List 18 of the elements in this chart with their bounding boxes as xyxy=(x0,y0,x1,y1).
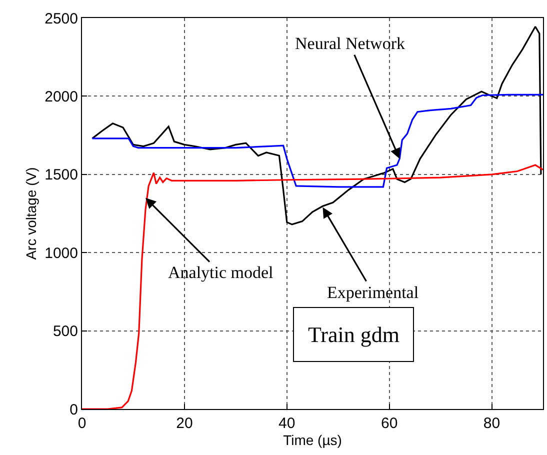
x-tick-label: 80 xyxy=(483,415,500,432)
y-tick-label: 2000 xyxy=(44,88,78,106)
annotation: Analytic model xyxy=(168,263,274,282)
annotation: Experimental xyxy=(327,283,419,302)
y-axis-title: Arc voltage (V) xyxy=(23,167,40,260)
y-tick-label: 2500 xyxy=(44,10,78,28)
y-tick-label: 1000 xyxy=(44,244,78,262)
y-tick-label: 0 xyxy=(70,401,78,418)
y-tick-label: 500 xyxy=(52,323,78,340)
x-tick-label: 40 xyxy=(278,415,296,432)
line-series xyxy=(91,94,543,188)
annotation: Neural Network xyxy=(295,34,406,53)
y-tick-label: 1500 xyxy=(44,166,78,184)
x-tick-label: 20 xyxy=(176,415,193,432)
annotation: Train gdm xyxy=(308,322,400,347)
x-tick-label: 60 xyxy=(380,415,398,432)
line-series xyxy=(82,164,543,409)
x-axis-title: Time (µs) xyxy=(283,432,342,448)
